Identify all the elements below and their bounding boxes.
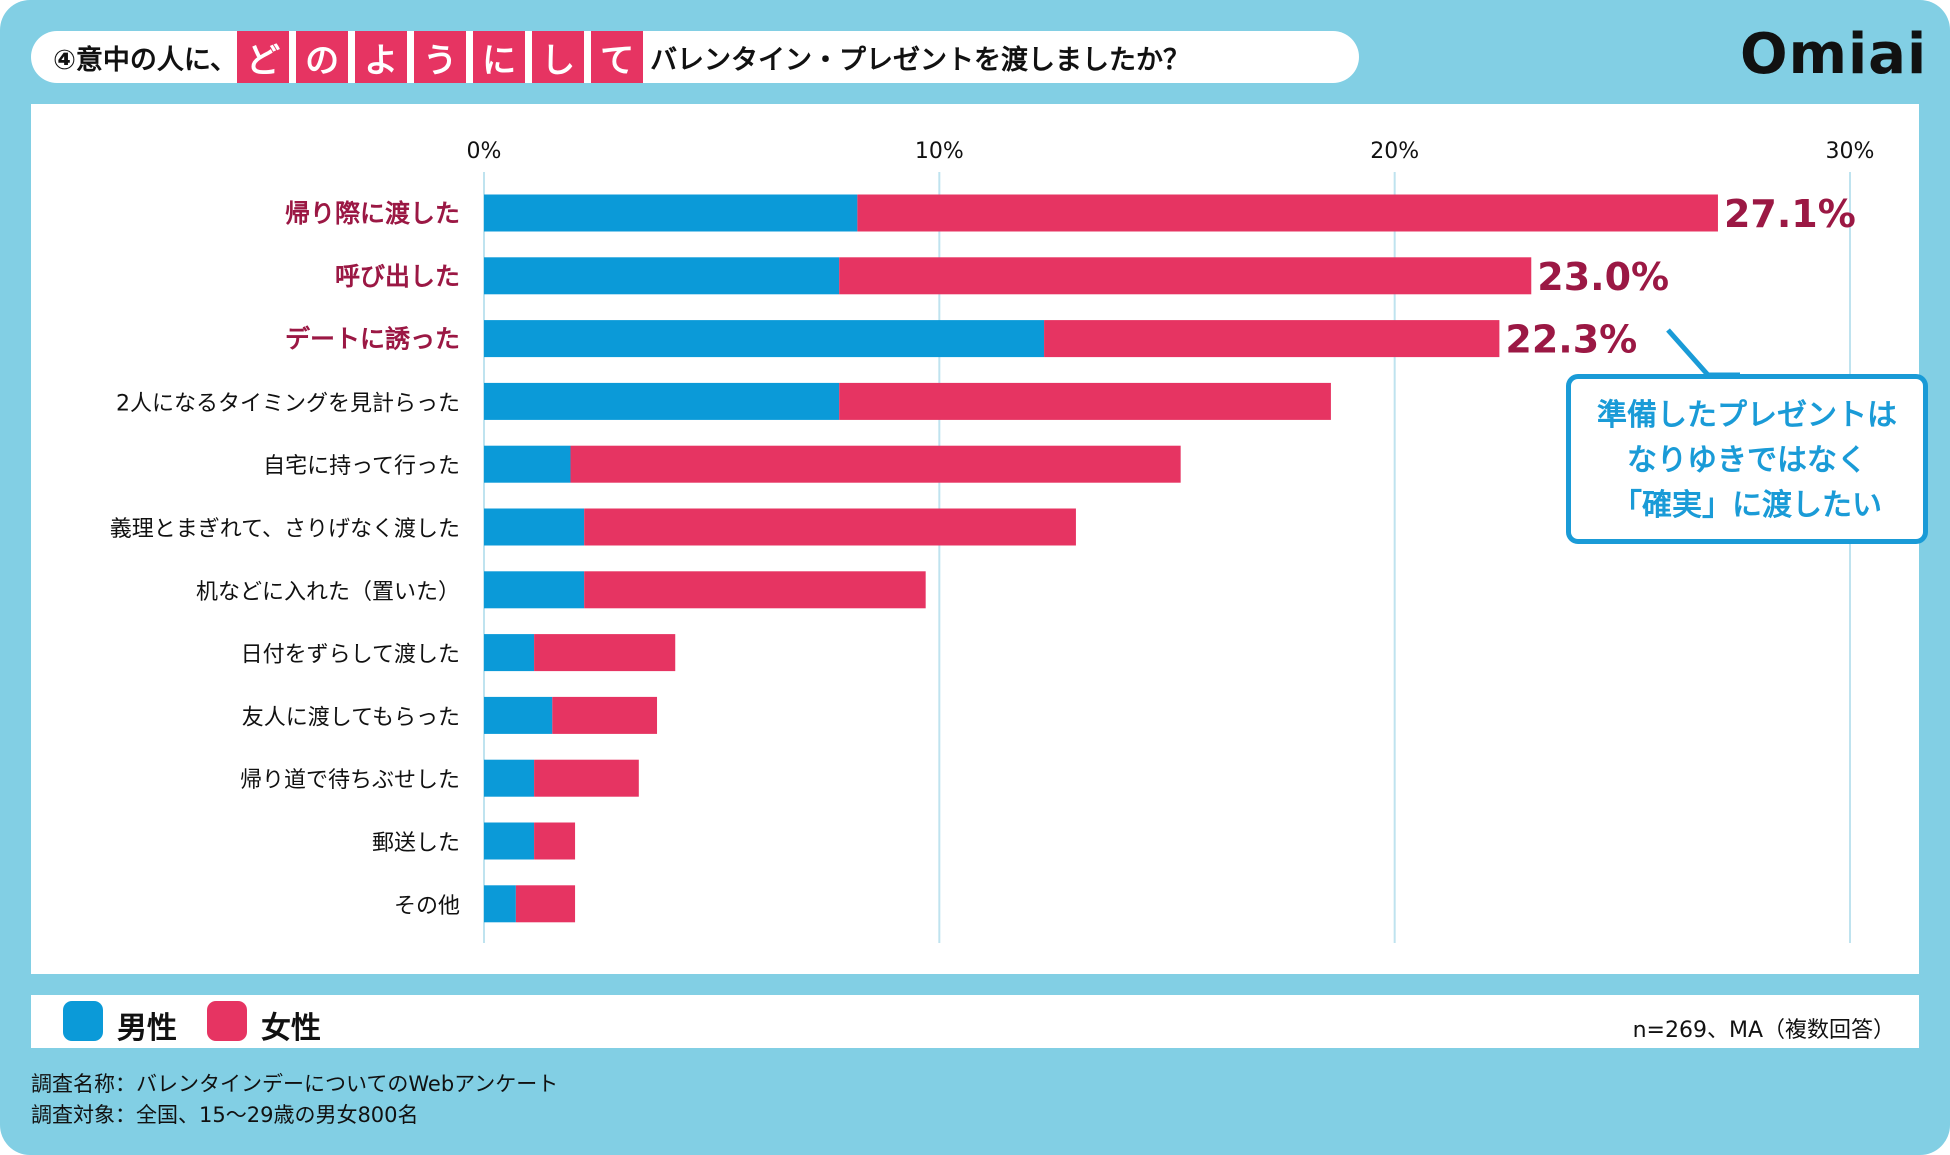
legend-swatch-female [207, 1001, 247, 1041]
title-highlight-char: に [473, 31, 526, 83]
title-highlight-char: よ [355, 31, 408, 83]
bar-male [484, 634, 535, 672]
category-label: 帰り道で待ちぶせした [240, 768, 460, 793]
x-tick-label: 30% [1826, 139, 1875, 164]
survey-name: 調査名称：バレンタインデーについてのWebアンケート [31, 1072, 559, 1096]
category-label: 机などに入れた（置いた） [196, 580, 460, 605]
title-highlight-char: う [414, 31, 467, 83]
data-label: 27.1% [1724, 192, 1856, 236]
bar-male [484, 759, 535, 797]
bar-male [484, 194, 858, 232]
category-label: 友人に渡してもらった [242, 705, 460, 730]
data-label: 22.3% [1505, 318, 1637, 362]
category-label: 自宅に持って行った [263, 454, 460, 479]
bar-female [839, 382, 1331, 420]
category-label: 帰り際に渡した [285, 199, 460, 228]
bar-female [584, 508, 1076, 546]
title-highlight-char: て [591, 31, 644, 83]
legend-label-female: 女性 [261, 1011, 321, 1046]
bar-female [515, 885, 576, 923]
callout-line: なりゆきではなく [1627, 443, 1867, 478]
callout-box: 準備したプレゼントは なりゆきではなく 「確実」に渡したい [1566, 374, 1928, 544]
bar-female [534, 759, 639, 797]
category-label: 2人になるタイミングを見計らった [116, 391, 460, 416]
callout-line: 「確実」に渡したい [1612, 488, 1882, 523]
bar-female [1044, 320, 1500, 358]
bar-male [484, 822, 535, 860]
bar-male [484, 571, 585, 609]
title-suffix: バレンタイン・プレゼントを渡しましたか？ [650, 44, 1191, 76]
legend-swatch-male [63, 1001, 103, 1041]
legend: 男性 女性 n=269、MA（複数回答） [31, 995, 1919, 1048]
callout-line: 準備したプレゼントは [1597, 398, 1897, 433]
bar-male [484, 382, 840, 420]
bar-female [584, 571, 926, 609]
question-title: ④意中の人に、 どのようにして バレンタイン・プレゼントを渡しましたか？ [31, 31, 1359, 83]
bar-male [484, 696, 553, 734]
title-highlight-char: し [532, 31, 585, 83]
category-label: 呼び出した [335, 262, 460, 291]
bar-male [484, 320, 1045, 358]
callout-pointer [1666, 328, 1740, 378]
sample-note: n=269、MA（複数回答） [1632, 1018, 1895, 1043]
title-highlight-char: ど [237, 31, 290, 83]
bar-female [570, 445, 1181, 483]
legend-label-male: 男性 [117, 1011, 177, 1046]
bar-female [552, 696, 658, 734]
bar-male [484, 257, 840, 295]
category-label: 日付をずらして渡した [241, 643, 460, 668]
bar-male [484, 508, 585, 546]
title-highlight-char: の [296, 31, 349, 83]
omiai-logo: Omiai [1740, 22, 1928, 87]
category-label: 義理とまぎれて、さりげなく渡した [110, 517, 460, 542]
x-tick-label: 10% [915, 139, 964, 164]
bar-male [484, 885, 516, 923]
survey-target: 調査対象：全国、15～29歳の男女800名 [31, 1103, 419, 1127]
bar-female [534, 822, 576, 860]
title-highlight: どのようにして [237, 31, 650, 83]
bar-male [484, 445, 571, 483]
bar-female [839, 257, 1532, 295]
data-label: 23.0% [1537, 255, 1669, 299]
category-label: 郵送した [372, 831, 460, 856]
x-tick-label: 0% [467, 139, 502, 164]
bar-female [534, 634, 676, 672]
x-tick-label: 20% [1370, 139, 1419, 164]
category-label: デートに誘った [285, 325, 460, 354]
category-label: その他 [394, 894, 460, 919]
bar-female [857, 194, 1718, 232]
title-prefix: ④意中の人に、 [53, 44, 238, 76]
